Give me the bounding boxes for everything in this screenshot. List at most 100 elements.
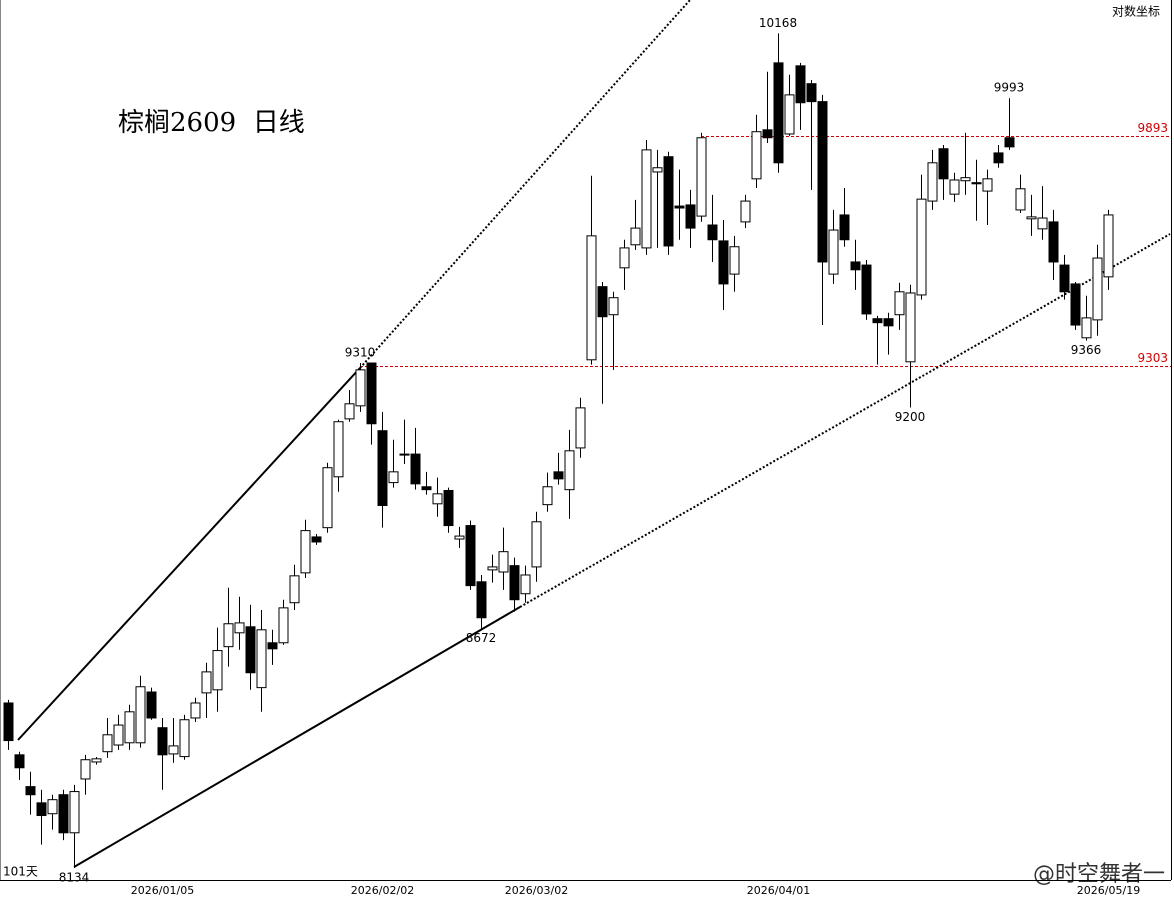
candle-body-down (795, 65, 806, 104)
candle-body-up (124, 711, 135, 744)
candle-body-up (1092, 257, 1103, 321)
candle-body-down (3, 702, 14, 742)
candle-body-down (553, 471, 564, 480)
candle-body-up (344, 403, 355, 420)
extreme-label: 9310 (345, 346, 376, 360)
candle-body-up (333, 421, 344, 478)
candle-body-down (663, 156, 674, 247)
candle-body-down (1004, 137, 1015, 148)
candle-body-down (707, 224, 718, 241)
candle-body-up (91, 758, 102, 763)
candle-body-down (850, 261, 861, 271)
candle-body-up (234, 622, 245, 634)
candle-body-up (608, 297, 619, 316)
candle-body-down (883, 318, 894, 327)
candle-body-down (1070, 283, 1081, 326)
extreme-label: 10168 (759, 16, 797, 30)
candle-body-down (993, 152, 1004, 164)
chart-title: 棕榈2609 日线 (118, 108, 305, 138)
candle-body-up (300, 530, 311, 574)
candle-body-up (960, 177, 971, 182)
extreme-label: 8134 (59, 871, 90, 885)
candle-body-up (575, 407, 586, 449)
candle-body-up (894, 291, 905, 316)
candle-body-up (949, 179, 960, 195)
candle-body-down (718, 240, 729, 285)
candle-body-up (454, 535, 465, 540)
reference-label: 9303 (1137, 351, 1168, 365)
watermark: @时空舞者一 (1033, 862, 1165, 887)
candle-body-up (784, 94, 795, 135)
candle-body-up (1081, 317, 1092, 339)
candle-body-up (916, 198, 927, 296)
candle-body-up (113, 724, 124, 746)
candle-body-up (322, 467, 333, 529)
candle-body-up (982, 178, 993, 192)
candle-body-up (278, 607, 289, 644)
candle-body-up (1037, 217, 1048, 230)
candle-body-down (14, 754, 25, 769)
candle-body-down (685, 204, 696, 229)
count-label: 101天 (3, 865, 38, 879)
x-tick-label: 2026/03/02 (505, 884, 568, 897)
candle-body-up (520, 574, 531, 595)
candle-body-down (245, 626, 256, 674)
candle-body-up (190, 702, 201, 719)
candle-body-down (476, 581, 487, 619)
extreme-label: 9993 (994, 81, 1025, 95)
candle-body-up (47, 799, 58, 815)
candle-body-down (938, 148, 949, 180)
extreme-label: 9366 (1071, 343, 1102, 357)
candle-body-down (410, 453, 421, 485)
candle-body-up (289, 575, 300, 604)
candle-body-up (69, 791, 80, 834)
candle-body-up (223, 623, 234, 648)
candle-body-up (531, 521, 542, 568)
candle-body-down (146, 691, 157, 719)
candle-body-up (432, 493, 443, 505)
candle-body-up (102, 734, 113, 753)
candle-body-up (905, 292, 916, 363)
candle-body-up (696, 137, 707, 217)
candle-body-up (564, 450, 575, 491)
candle-body-down (267, 642, 278, 650)
candle-body-up (641, 149, 652, 249)
candle-body-down (377, 430, 388, 506)
candle-body-down (773, 62, 784, 164)
candle-body-up (1026, 216, 1037, 220)
extreme-label: 9200 (895, 410, 926, 424)
reference-label: 9893 (1137, 121, 1168, 135)
candle-body-up (355, 369, 366, 407)
candle-body-up (388, 471, 399, 484)
candle-body-up (80, 759, 91, 780)
candle-body-up (630, 227, 641, 246)
candle-body-up (586, 235, 597, 361)
candle-body-up (828, 229, 839, 275)
candle-body-down (872, 318, 883, 324)
x-tick-label: 2026/02/02 (351, 884, 414, 897)
candle-body-up (927, 162, 938, 202)
candle-body-down (311, 536, 322, 543)
candle-body-down (36, 802, 47, 817)
scale-label: 对数坐标 (1112, 4, 1160, 19)
candle-body-up (168, 745, 179, 755)
candle-body-down (674, 205, 685, 209)
candle-body-up (652, 167, 663, 173)
trend-line-extension (519, 233, 1171, 608)
candle-body-up (1103, 214, 1114, 278)
x-tick-label: 2026/01/05 (131, 884, 194, 897)
x-tick-label: 2026/04/01 (747, 884, 810, 897)
candle-body-up (740, 200, 751, 223)
candle-body-down (806, 83, 817, 103)
candle-body-up (135, 686, 146, 744)
candle-body-up (542, 486, 553, 506)
candle-body-up (201, 671, 212, 694)
candle-body-down (399, 453, 410, 456)
candle-body-down (1048, 221, 1059, 263)
candle-body-down (443, 489, 454, 527)
candle-body-up (1015, 188, 1026, 211)
candle-body-down (1059, 264, 1070, 293)
